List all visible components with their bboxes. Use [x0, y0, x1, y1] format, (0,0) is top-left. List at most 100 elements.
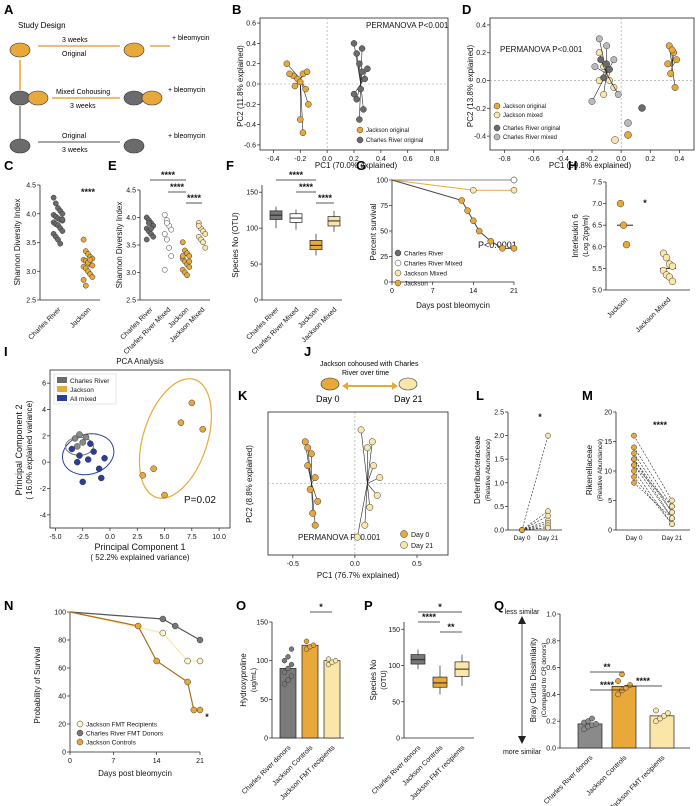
bar [649, 715, 675, 749]
paired-line [521, 527, 549, 531]
data-point [464, 207, 471, 214]
data-point [627, 682, 633, 688]
y-axis-label: Principal Component 2 [14, 404, 24, 495]
x-axis-label: PC1 (70.0% explained) [315, 161, 398, 170]
x-tick-label: 0.6 [403, 156, 413, 163]
x-category-label: Jackson [69, 306, 92, 329]
data-point [179, 253, 186, 259]
y-axis-label-2: ( 16.0% explained variance) [25, 400, 34, 500]
data-point [297, 116, 304, 123]
data-point [631, 468, 637, 474]
data-point [499, 245, 506, 252]
legend-marker [394, 279, 402, 287]
data-point [545, 512, 551, 519]
centroid-spoke [598, 38, 607, 74]
data-point [669, 503, 675, 510]
data-point [631, 432, 637, 439]
paired-line [633, 453, 673, 513]
data-point [631, 456, 637, 463]
y-tick-label: 0.6 [246, 21, 256, 28]
data-point [305, 101, 312, 108]
data-point [186, 258, 193, 265]
legend-label: Day 21 [411, 543, 433, 550]
y-tick-label: 0.2 [476, 50, 486, 57]
paired-line [521, 520, 549, 531]
y-axis-label: Shannon Diversity Index [115, 202, 124, 289]
centroid-spoke [671, 66, 676, 88]
significance-label: **** [299, 182, 314, 192]
permanova-label: PERMANOVA P<0.001 [366, 21, 449, 30]
data-point [356, 60, 363, 67]
confidence-ellipse-mixed [62, 433, 115, 476]
x-category-label: Charles River [27, 306, 62, 341]
significance-label: **** [289, 170, 304, 180]
legend-label: Charles River mixed [503, 135, 557, 141]
row3-top-label: Original [62, 133, 87, 140]
data-point [475, 227, 483, 235]
data-point [304, 462, 312, 470]
data-point [600, 90, 608, 98]
data-point [366, 503, 374, 511]
y-tick-label: 100 [376, 178, 388, 185]
mouse-icon [398, 377, 418, 391]
legend-marker [394, 269, 402, 277]
data-point [297, 78, 304, 86]
panel-letter-d: D [462, 2, 471, 17]
x-tick-label: -5.0 [49, 534, 61, 541]
y-tick-label: 0.4 [246, 41, 256, 48]
y-tick-label: 1.5 [494, 457, 504, 464]
data-point [545, 508, 551, 514]
x-axis-label: Principal Component 1 [94, 542, 185, 552]
y-tick-label: -4 [40, 512, 46, 519]
significance-label: * [538, 412, 542, 422]
x-tick-label: -0.4 [557, 156, 569, 163]
y-tick-label: 0.0 [546, 746, 556, 753]
data-point [376, 474, 384, 481]
legend-marker [76, 720, 84, 728]
data-point [184, 272, 190, 279]
data-point [667, 70, 675, 78]
x-axis-label: PC1 (76.7% explained) [317, 571, 400, 580]
row2-top-label: Mixed Cohousing [56, 89, 110, 96]
y-tick-label: 0 [608, 528, 612, 535]
data-point [664, 60, 672, 68]
y-tick-label: 2.5 [494, 410, 504, 417]
y-tick-label: 150 [256, 620, 268, 627]
y-tick-label: 5 [608, 498, 612, 505]
data-point [134, 622, 142, 630]
bar [301, 644, 319, 739]
centroid-spoke [606, 73, 619, 95]
cohousing-text-1: Jackson cohoused with Charles [320, 361, 419, 368]
legend-label: Jackson [70, 387, 94, 394]
data-point [84, 456, 92, 463]
x-tick-label: -2.5 [77, 534, 89, 541]
x-tick-label: -0.2 [294, 156, 306, 163]
data-point [311, 521, 319, 529]
data-point [350, 40, 358, 47]
panel-letter-l: L [476, 388, 484, 403]
data-point [631, 444, 637, 451]
y-tick-label: 50 [392, 699, 400, 706]
x-tick-label: 10.0 [212, 534, 226, 541]
y-tick-label: 15 [604, 439, 612, 446]
significance-label: **** [187, 193, 202, 203]
data-point [487, 237, 495, 245]
data-point [288, 661, 295, 668]
data-point [657, 715, 663, 722]
significance-label: **** [318, 193, 333, 203]
y-tick-label: 2.5 [126, 298, 136, 305]
data-point [545, 432, 551, 439]
x-tick-label: 14 [469, 288, 477, 295]
y-tick-label: 2.5 [26, 298, 36, 305]
x-tick-label: 7 [111, 758, 115, 765]
y-tick-label: 100 [54, 610, 66, 617]
data-point [615, 691, 621, 698]
data-point [302, 85, 309, 93]
significance-label: **** [161, 170, 176, 180]
x-category-label: Day 0 [626, 535, 643, 542]
y-axis-label: Deferribacteraceae [473, 435, 482, 504]
panel-letter-g: G [356, 158, 366, 173]
data-point [74, 443, 81, 450]
mouse-icon [141, 90, 163, 106]
data-point [600, 74, 608, 82]
